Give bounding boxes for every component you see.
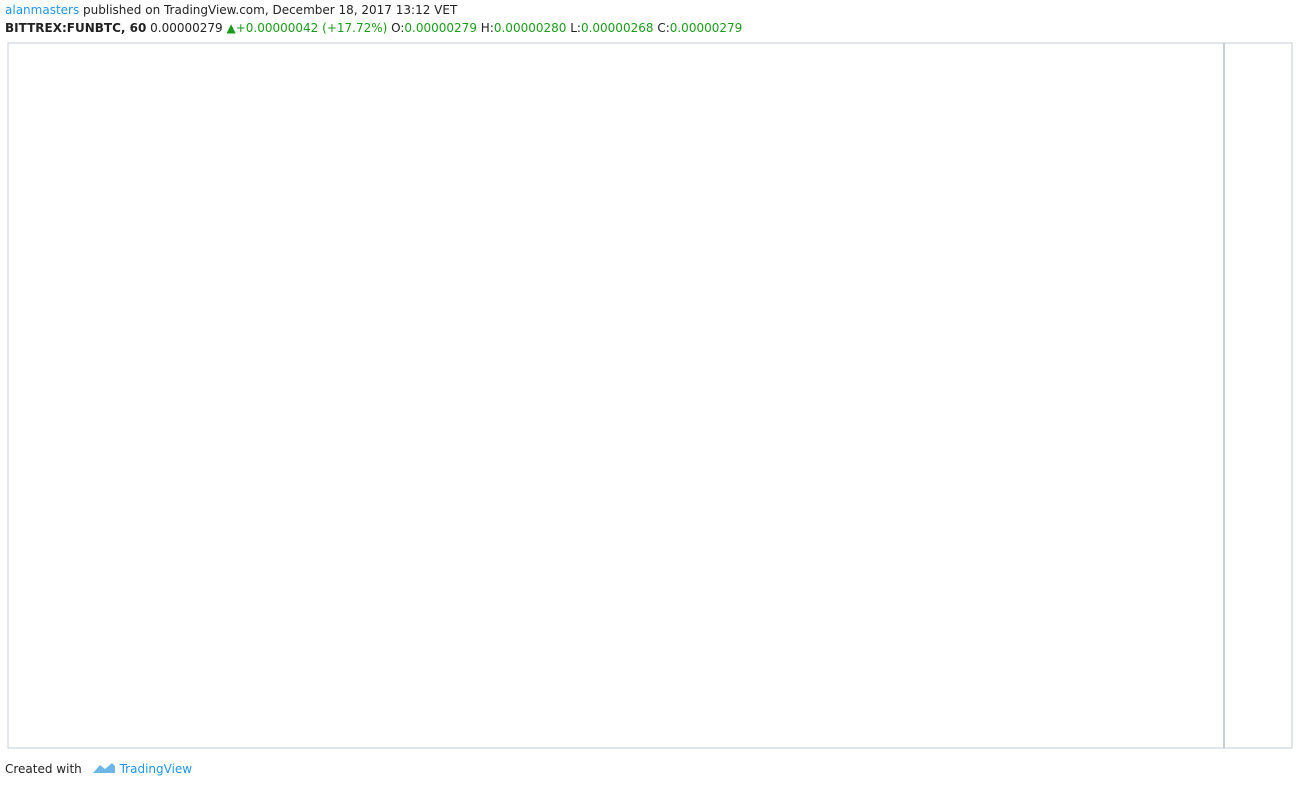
brand[interactable]: TradingView <box>119 762 193 776</box>
c-value: 0.00000279 <box>669 21 743 35</box>
change: +0.00000042 (+17.72%) <box>235 21 388 35</box>
publish-text: published on TradingView.com, December 1… <box>83 3 458 17</box>
h-label: H: <box>480 21 494 35</box>
footer: Created with TradingView <box>5 759 192 776</box>
symbol: BITTREX:FUNBTC, 60 <box>5 21 147 35</box>
o-label: O: <box>391 21 405 35</box>
logo <box>92 763 115 773</box>
last: 0.00000279 <box>150 21 223 35</box>
o-value: 0.00000279 <box>404 21 477 35</box>
arrow: ▲ <box>226 21 236 35</box>
created-with: Created with <box>5 762 82 776</box>
user[interactable]: alanmasters <box>5 3 80 17</box>
c-label: C: <box>657 21 670 35</box>
symbol-line: BITTREX:FUNBTC, 60 0.00000279 ▲+0.000000… <box>5 21 742 35</box>
l-label: L: <box>570 21 581 35</box>
l-value: 0.00000268 <box>580 21 654 35</box>
chart-frame <box>7 42 1293 749</box>
publish-line: alanmasters published on TradingView.com… <box>5 3 457 17</box>
h-value: 0.00000280 <box>493 21 567 35</box>
